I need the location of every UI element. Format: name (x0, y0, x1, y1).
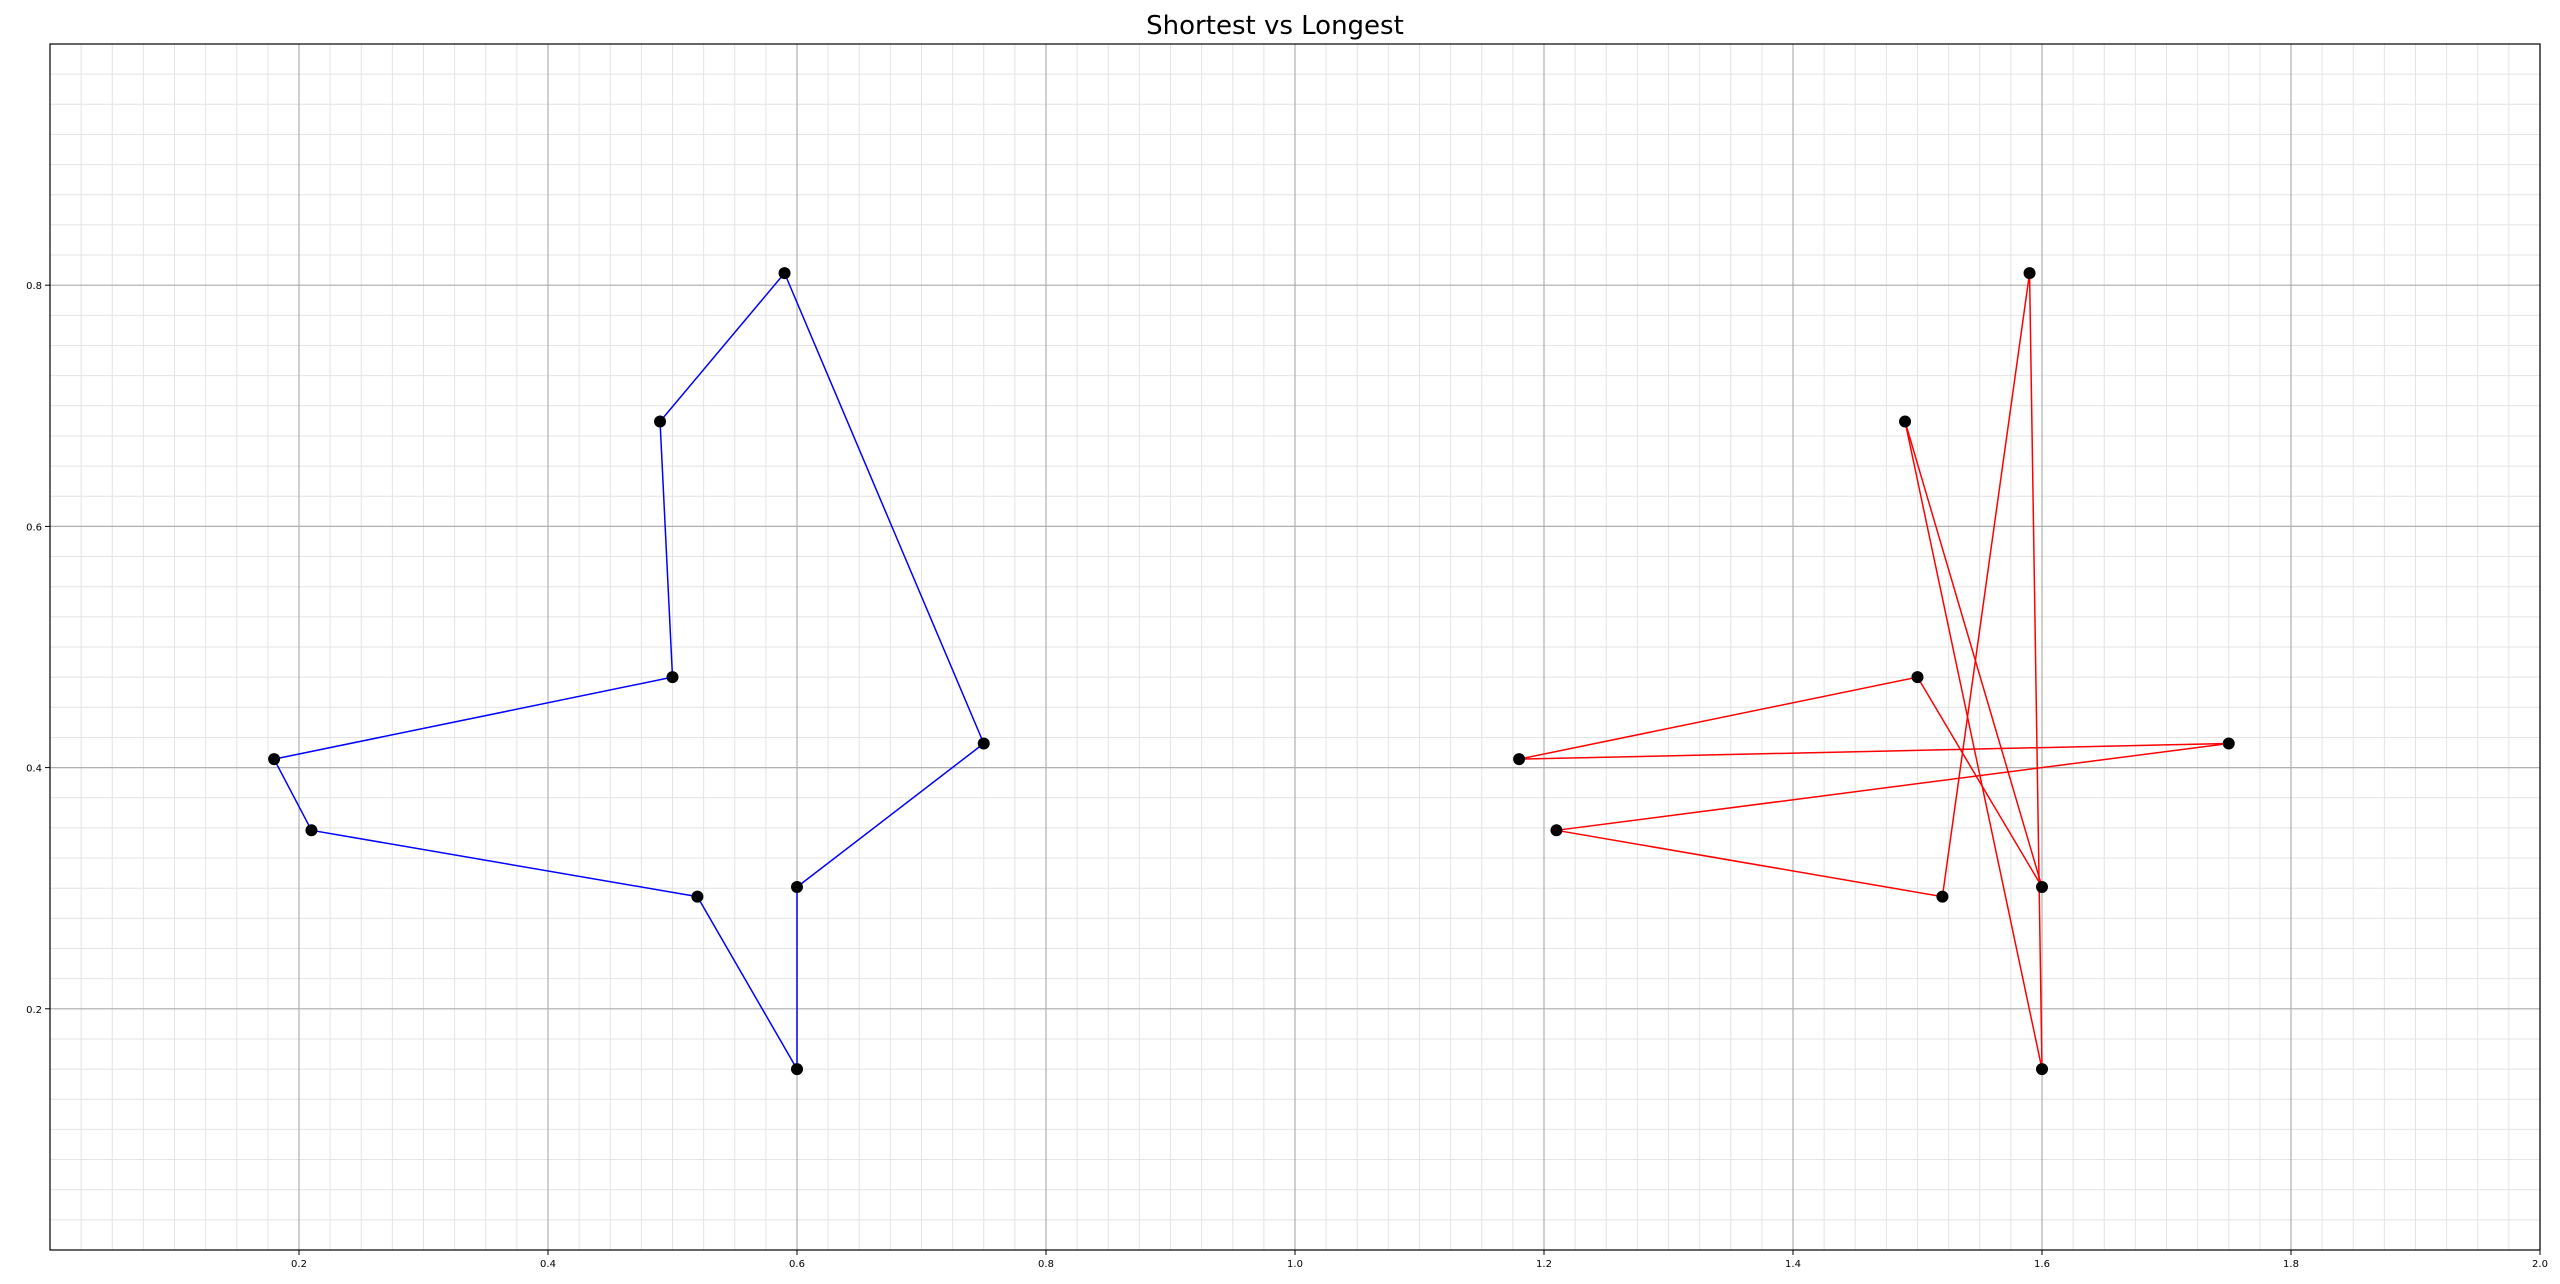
x-tick-label: 0.6 (789, 1259, 805, 1270)
y-tick-label: 0.8 (26, 281, 42, 292)
right-point (2036, 1063, 2048, 1076)
plot-frame (49, 43, 2541, 1251)
left-point (791, 880, 803, 893)
series-1-segment (2028, 273, 2043, 1070)
x-tick-label: 2.0 (2532, 1259, 2548, 1270)
x-axis-ticks: 0.2 0.4 0.6 0.8 1.0 1.2 1.4 1.6 1.8 2.0 (291, 1250, 2548, 1270)
right-point (2222, 737, 2235, 750)
y-tick-label: 0.4 (26, 764, 42, 775)
series-1-segment (1904, 421, 2043, 1070)
left-point (666, 671, 679, 684)
x-tick-label: 1.6 (2034, 1259, 2050, 1270)
y-axis-ticks: 0.2 0.4 0.6 0.8 (26, 281, 50, 1016)
right-point (2023, 267, 2036, 280)
chart-title: Shortest vs Longest (1146, 11, 1404, 41)
right-point (1899, 415, 1912, 428)
x-tick-label: 1.4 (1785, 1259, 1801, 1270)
x-tick-label: 1.2 (1536, 1259, 1552, 1270)
series-0-segment (783, 272, 985, 744)
right-point (1513, 753, 1526, 766)
x-tick-label: 1.8 (2283, 1259, 2299, 1270)
series-1-segment (1941, 273, 2031, 897)
series-1-segment (1556, 829, 1943, 898)
left-point (977, 737, 990, 750)
points-layer (268, 267, 2235, 1076)
series-1-segment (1904, 421, 2043, 888)
series-1-segment (1556, 742, 2229, 832)
y-tick-label: 0.2 (26, 1005, 42, 1016)
left-point (305, 824, 318, 837)
x-tick-label: 0.2 (291, 1259, 307, 1270)
series-1-segment (1518, 676, 1918, 760)
series-0-segment (659, 272, 786, 422)
left-point (268, 753, 281, 766)
series-1-segment (1519, 742, 2229, 760)
right-point (1911, 671, 1924, 684)
left-point (791, 1063, 803, 1076)
left-point (778, 267, 791, 280)
left-point (691, 890, 704, 903)
x-tick-label: 1.0 (1287, 1259, 1303, 1270)
series-0-segment (273, 676, 673, 760)
series-1-segment (1916, 676, 2043, 888)
left-point (654, 415, 667, 428)
x-tick-label: 0.4 (540, 1259, 556, 1270)
series-0-segment (311, 829, 698, 898)
right-point (1936, 890, 1949, 903)
series-layer (273, 272, 2229, 1070)
series-0-segment (273, 758, 313, 831)
x-tick-label: 0.8 (1038, 1259, 1054, 1270)
right-point (2036, 880, 2048, 893)
series-0-segment (696, 896, 798, 1070)
y-tick-label: 0.6 (26, 522, 42, 533)
series-0-segment (659, 421, 674, 678)
right-point (1550, 824, 1563, 837)
series-0-segment (796, 742, 985, 888)
